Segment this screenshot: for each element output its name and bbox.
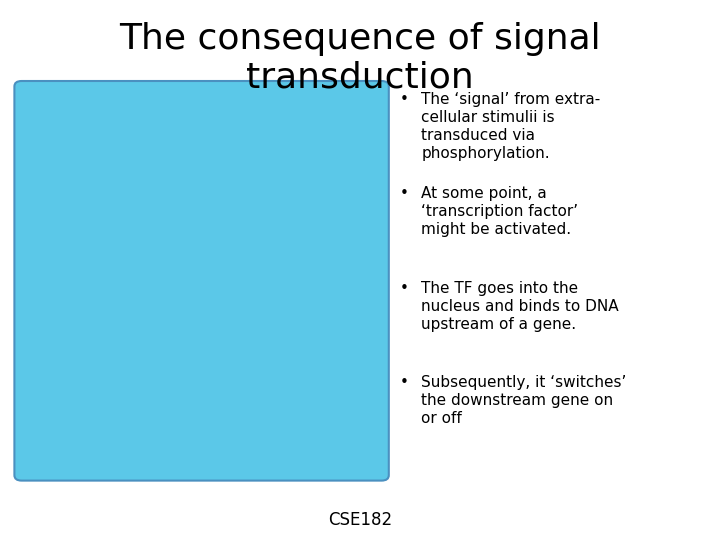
FancyBboxPatch shape (14, 81, 389, 481)
Text: •: • (400, 186, 408, 201)
Text: CSE182: CSE182 (328, 511, 392, 529)
Text: •: • (400, 92, 408, 107)
Text: •: • (400, 375, 408, 390)
Text: The ‘signal’ from extra-
cellular stimulii is
transduced via
phosphorylation.: The ‘signal’ from extra- cellular stimul… (421, 92, 600, 161)
Text: Subsequently, it ‘switches’
the downstream gene on
or off: Subsequently, it ‘switches’ the downstre… (421, 375, 626, 426)
Text: At some point, a
‘transcription factor’
might be activated.: At some point, a ‘transcription factor’ … (421, 186, 578, 237)
Text: The TF goes into the
nucleus and binds to DNA
upstream of a gene.: The TF goes into the nucleus and binds t… (421, 281, 618, 332)
Text: The consequence of signal
transduction: The consequence of signal transduction (120, 22, 600, 95)
Text: •: • (400, 281, 408, 296)
